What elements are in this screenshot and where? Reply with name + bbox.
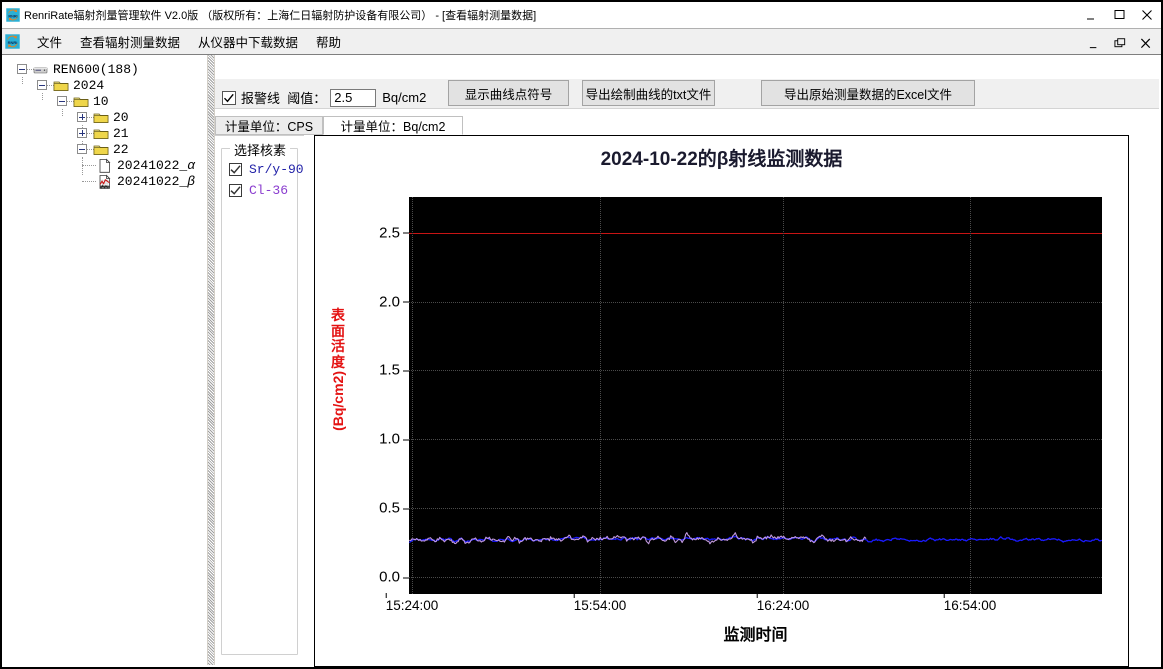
svg-text:RNRi: RNRi: [8, 14, 17, 18]
svg-text:RNRi: RNRi: [8, 40, 18, 45]
